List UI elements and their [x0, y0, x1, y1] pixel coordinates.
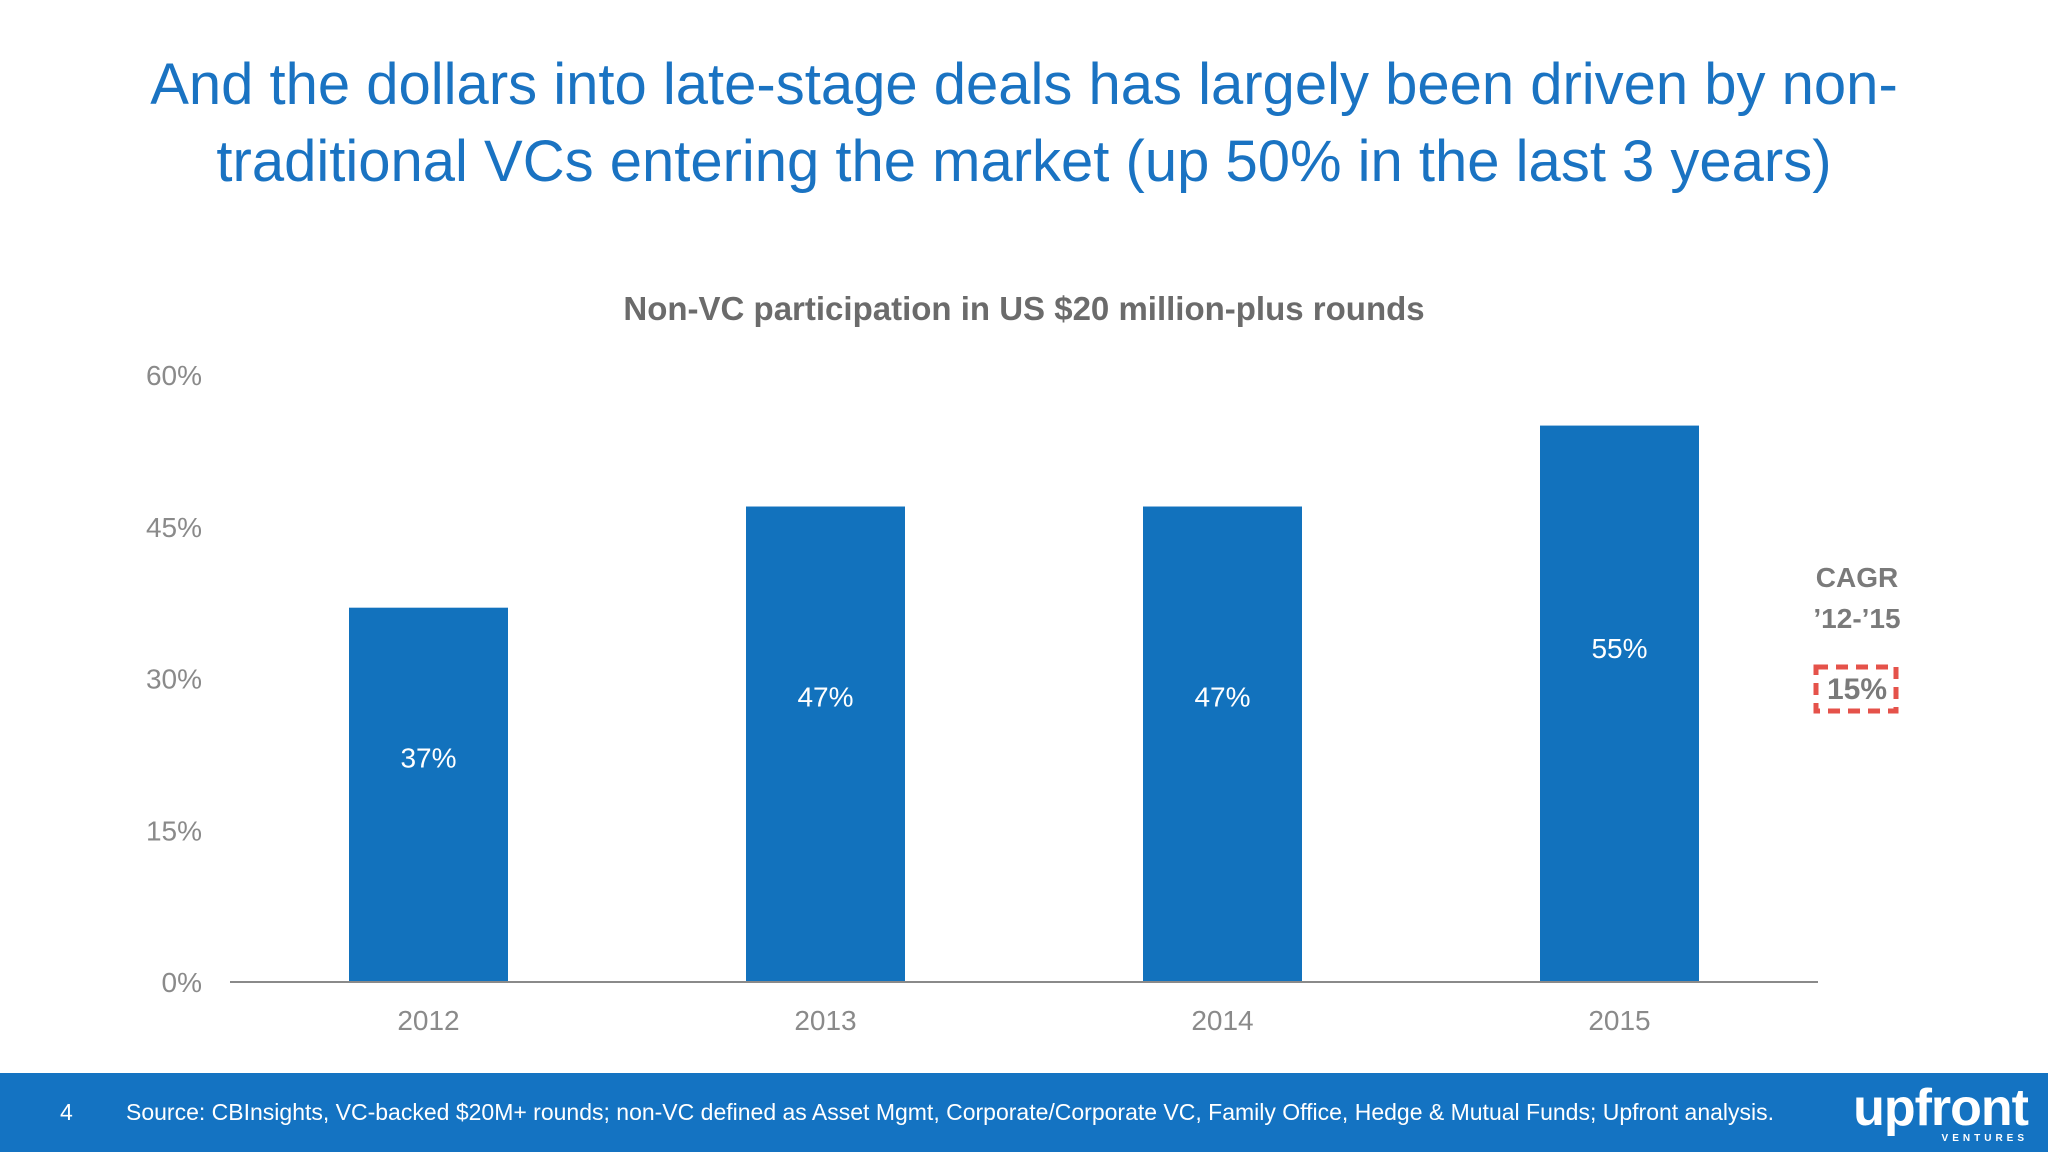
bars: [349, 425, 1699, 982]
slide-title: And the dollars into late-stage deals ha…: [80, 46, 1968, 200]
slide-title-line-2: traditional VCs entering the market (up …: [216, 129, 1832, 194]
x-tick-label: 2014: [1191, 1005, 1253, 1036]
bar-chart: Non-VC participation in US $20 million-p…: [146, 290, 1901, 1036]
chart-title: Non-VC participation in US $20 million-p…: [623, 290, 1424, 327]
cagr-highlight-box: [1813, 664, 1899, 714]
y-tick-label: 30%: [146, 664, 202, 695]
data-label-2013: 47%: [797, 682, 853, 713]
y-axis-ticks: 0% 15% 30% 45% 60%: [146, 360, 202, 998]
x-tick-label: 2015: [1588, 1005, 1650, 1036]
cagr-annotation: CAGR ’12-’15 15%: [1813, 562, 1901, 714]
footer-bar: 4 Source: CBInsights, VC-backed $20M+ ro…: [0, 1073, 2048, 1152]
y-tick-label: 15%: [146, 815, 202, 846]
source-note: Source: CBInsights, VC-backed $20M+ roun…: [126, 1099, 1775, 1125]
data-labels: 37% 47% 47% 55%: [400, 633, 1647, 773]
y-tick-label: 45%: [146, 512, 202, 543]
data-label-2014: 47%: [1194, 682, 1250, 713]
bar-2015: [1540, 425, 1699, 982]
logo-wordmark: upfront: [1853, 1079, 2029, 1137]
page-number: 4: [60, 1099, 73, 1125]
cagr-label: CAGR: [1816, 562, 1898, 593]
y-tick-label: 0%: [162, 967, 202, 998]
bar-2014: [1143, 506, 1302, 982]
upfront-logo: upfront VENTURES: [1836, 1079, 2036, 1147]
cagr-period: ’12-’15: [1813, 603, 1900, 634]
y-tick-label: 60%: [146, 360, 202, 391]
logo-subtext: VENTURES: [1941, 1133, 2028, 1144]
bar-2013: [746, 506, 905, 982]
x-axis-ticks: 2012 2013 2014 2015: [397, 1005, 1650, 1036]
data-label-2012: 37%: [400, 742, 456, 773]
cagr-value: 15%: [1827, 673, 1887, 706]
x-tick-label: 2012: [397, 1005, 459, 1036]
slide-title-line-1: And the dollars into late-stage deals ha…: [150, 52, 1898, 117]
data-label-2015: 55%: [1591, 633, 1647, 664]
bar-2012: [349, 607, 508, 982]
x-tick-label: 2013: [794, 1005, 856, 1036]
